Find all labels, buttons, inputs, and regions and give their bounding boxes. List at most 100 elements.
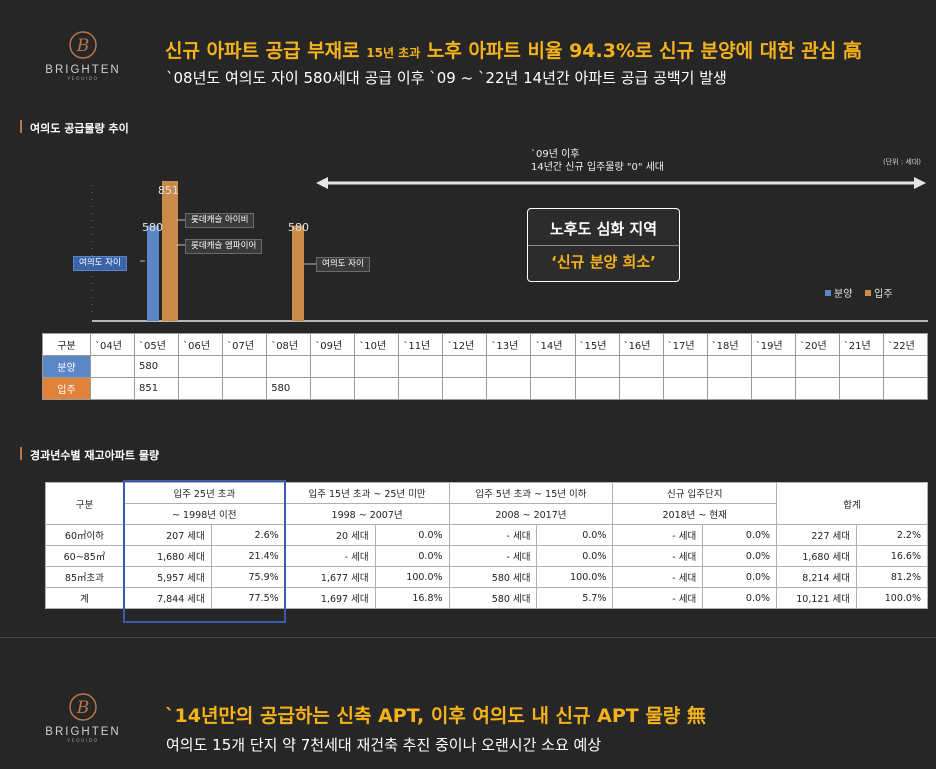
units-cell: - 세대 bbox=[284, 545, 376, 567]
legend-ipju: 입주 bbox=[874, 289, 893, 300]
bar-tag: 롯데캐슬 아이비 bbox=[185, 213, 255, 228]
section-title-supply: 여의도 공급물량 추이 bbox=[30, 122, 129, 135]
year-header: `06년 bbox=[178, 333, 224, 356]
ratio-cell: 16.8% bbox=[374, 587, 450, 609]
table-row: 60~85㎡ 1,680 세대 21.4% - 세대 0.0% - 세대 0.0% - 세대 0… bbox=[45, 545, 928, 567]
group-header: 입주 15년 초과 ~ 25년 미만 bbox=[284, 482, 450, 504]
group-subheader: 2008 ~ 2017년 bbox=[448, 503, 614, 525]
table-cell bbox=[838, 377, 884, 400]
ratio-cell: 100.0% bbox=[856, 587, 928, 609]
brand-sub: YEOUIDO bbox=[67, 77, 99, 82]
year-header: `16년 bbox=[618, 333, 664, 356]
headline-1: 신규 아파트 공급 부재로 15년 초과 노후 아파트 비율 94.3%로 신규… bbox=[165, 40, 862, 62]
table-cell bbox=[89, 377, 136, 400]
units-cell: - 세대 bbox=[612, 566, 704, 588]
table-cell bbox=[750, 377, 796, 400]
units-cell: - 세대 bbox=[448, 545, 538, 567]
highlight-box bbox=[123, 480, 286, 623]
col-header-label: 구분 bbox=[45, 482, 124, 525]
units-cell: - 세대 bbox=[612, 587, 704, 609]
year-header: `07년 bbox=[222, 333, 268, 356]
units-cell: 1,677 세대 bbox=[284, 566, 376, 588]
table-cell: 851 bbox=[134, 377, 180, 400]
bar-tag: 여의도 자이 bbox=[73, 256, 127, 271]
year-header: `21년 bbox=[838, 333, 884, 356]
year-header: `15년 bbox=[574, 333, 620, 356]
row-label-bunyang: 분양 bbox=[42, 355, 91, 378]
stock-table: 구분 입주 25년 초과 입주 15년 초과 ~ 25년 미만 입주 5년 초과… bbox=[45, 482, 928, 609]
units-cell: - 세대 bbox=[612, 545, 704, 567]
ratio-cell: 5.7% bbox=[536, 587, 614, 609]
ratio-cell: 0.0% bbox=[702, 587, 778, 609]
year-header: `14년 bbox=[530, 333, 576, 356]
table-cell bbox=[354, 377, 400, 400]
table-cell bbox=[662, 355, 708, 378]
table-cell bbox=[794, 377, 840, 400]
table-cell bbox=[794, 355, 840, 378]
year-header: `08년 bbox=[266, 333, 312, 356]
table-cell bbox=[882, 355, 929, 378]
units-cell: - 세대 bbox=[448, 524, 538, 546]
logo-emblem-icon: B bbox=[69, 693, 97, 721]
subtitle-1: `08년도 여의도 자이 580세대 공급 이후 `09 ~ `22년 14년간… bbox=[166, 69, 727, 87]
row-label: 60㎡이하 bbox=[45, 524, 124, 546]
section-title-stock: 경과년수별 재고아파트 물량 bbox=[30, 449, 160, 462]
units-cell: 7,844 세대 bbox=[122, 587, 212, 609]
headline-2: `14년만의 공급하는 신축 APT, 이후 여의도 내 신규 APT 물량 無 bbox=[165, 705, 706, 727]
units-cell: 1,697 세대 bbox=[284, 587, 376, 609]
brand-name: BRIGHTEN bbox=[45, 726, 121, 738]
year-header: `04년 bbox=[89, 333, 136, 356]
span-note: `09년 이후 14년간 신규 입주물량 "0" 세대 bbox=[531, 149, 665, 173]
row-label-ipju: 입주 bbox=[42, 377, 91, 400]
table-cell bbox=[662, 377, 708, 400]
table-cell bbox=[574, 377, 620, 400]
chart-legend: 분양 입주 bbox=[825, 285, 893, 300]
section-marker bbox=[20, 447, 22, 460]
brand-name: BRIGHTEN bbox=[45, 64, 121, 76]
table-cell bbox=[222, 355, 268, 378]
section-marker bbox=[20, 120, 22, 133]
logo-emblem-icon: B bbox=[69, 31, 97, 59]
table-cell bbox=[354, 355, 400, 378]
supply-chart bbox=[91, 177, 928, 322]
table-cell bbox=[442, 377, 488, 400]
ratio-cell: 0.0% bbox=[374, 545, 450, 567]
table-cell bbox=[486, 355, 532, 378]
group-subheader: 2018년 ~ 현재 bbox=[612, 503, 778, 525]
table-cell bbox=[310, 355, 356, 378]
year-header: `12년 bbox=[442, 333, 488, 356]
units-cell: 20 세대 bbox=[284, 524, 376, 546]
table-cell bbox=[618, 377, 664, 400]
legend-bunyang: 분양 bbox=[834, 289, 853, 300]
table-cell bbox=[706, 377, 752, 400]
unit-label: (단위 : 세대) bbox=[883, 158, 922, 166]
span-arrow-left-head bbox=[316, 177, 328, 189]
brand-logo: B BRIGHTEN YEOUIDO bbox=[23, 29, 143, 82]
ratio-cell: 100.0% bbox=[536, 566, 614, 588]
ratio-cell: 0.0% bbox=[702, 566, 778, 588]
year-header: `18년 bbox=[706, 333, 752, 356]
table-cell bbox=[706, 355, 752, 378]
table-row: 60㎡이하 207 세대 2.6% 20 세대 0.0% - 세대 0.0% - 세대 0.0%… bbox=[45, 524, 928, 546]
total-header: 합계 bbox=[776, 482, 928, 525]
bar-tag: 롯데캐슬 엠파이어 bbox=[185, 239, 263, 254]
value-label: 580 bbox=[142, 221, 163, 234]
units-cell: 227 세대 bbox=[776, 524, 857, 546]
ratio-cell: 0.0% bbox=[536, 545, 614, 567]
ratio-cell: 81.2% bbox=[856, 566, 928, 588]
table-cell bbox=[530, 377, 576, 400]
year-header: `09년 bbox=[310, 333, 356, 356]
group-header: 신규 입주단지 bbox=[612, 482, 778, 504]
table-cell bbox=[882, 377, 929, 400]
row-label: 60~85㎡ bbox=[45, 545, 124, 567]
divider bbox=[0, 637, 936, 638]
table-cell bbox=[266, 355, 312, 378]
group-subheader: 1998 ~ 2007년 bbox=[284, 503, 450, 525]
ratio-cell: 0.0% bbox=[702, 524, 778, 546]
bar-bunyang-05 bbox=[147, 225, 159, 321]
ratio-cell: 0.0% bbox=[374, 524, 450, 546]
units-cell: 1,680 세대 bbox=[776, 545, 857, 567]
subtitle-2: 여의도 15개 단지 약 7천세대 재건축 추진 중이나 오랜시간 소요 예상 bbox=[166, 736, 602, 754]
units-cell: 10,121 세대 bbox=[776, 587, 857, 609]
value-label: 580 bbox=[288, 221, 309, 234]
